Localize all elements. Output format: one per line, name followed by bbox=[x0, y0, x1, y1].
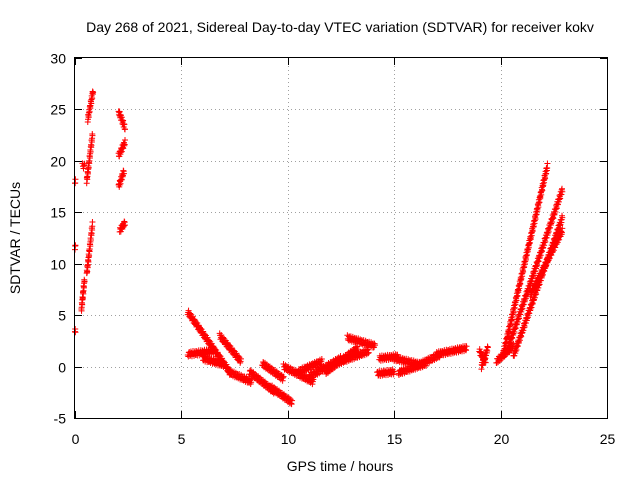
x-tick-label: 5 bbox=[178, 431, 186, 447]
data-point bbox=[81, 162, 88, 169]
data-point bbox=[559, 225, 566, 232]
track-f2 bbox=[338, 346, 372, 367]
track-h2 bbox=[433, 343, 470, 360]
track-e5 bbox=[295, 355, 325, 377]
track-c4 bbox=[116, 218, 129, 235]
y-tick-label: 30 bbox=[50, 51, 66, 67]
data-point bbox=[462, 346, 469, 353]
track-d4 bbox=[216, 330, 244, 366]
data-point bbox=[88, 230, 95, 237]
chart-title: Day 268 of 2021, Sidereal Day-to-day VTE… bbox=[86, 19, 594, 35]
data-point bbox=[84, 268, 91, 275]
data-point bbox=[220, 361, 227, 368]
y-tick-label: 20 bbox=[50, 154, 66, 170]
data-point bbox=[87, 237, 94, 244]
data-point bbox=[81, 278, 88, 285]
data-point bbox=[86, 252, 93, 259]
track-a1 bbox=[72, 326, 79, 336]
track-j2 bbox=[503, 185, 566, 355]
data-point bbox=[87, 148, 94, 155]
data-point bbox=[463, 343, 470, 350]
data-point bbox=[89, 219, 96, 226]
y-tick-label: 25 bbox=[50, 102, 66, 118]
data-point bbox=[86, 108, 93, 115]
data-point bbox=[122, 137, 129, 144]
data-point bbox=[85, 164, 92, 171]
data-point bbox=[237, 355, 244, 362]
data-point bbox=[372, 342, 379, 349]
x-axis-label: GPS time / hours bbox=[287, 458, 394, 474]
y-tick-label: 5 bbox=[58, 308, 66, 324]
data-point bbox=[120, 170, 127, 177]
track-c1 bbox=[115, 108, 129, 133]
data-point bbox=[90, 89, 97, 96]
track-a4 bbox=[78, 276, 88, 314]
data-point bbox=[88, 142, 95, 149]
track-b1 bbox=[83, 219, 96, 277]
track-b2 bbox=[83, 131, 96, 187]
y-tick-label: 0 bbox=[58, 360, 66, 376]
track-e2 bbox=[259, 359, 287, 384]
data-point bbox=[209, 345, 216, 352]
data-point bbox=[280, 373, 287, 380]
data-point bbox=[391, 368, 398, 375]
track-f3 bbox=[344, 332, 379, 351]
track-a2 bbox=[72, 242, 79, 253]
data-point bbox=[122, 222, 129, 229]
data-point bbox=[559, 214, 566, 221]
data-point bbox=[484, 344, 491, 351]
y-tick-label: 10 bbox=[50, 257, 66, 273]
data-point bbox=[89, 132, 96, 139]
y-axis-label: SDTVAR / TECUs bbox=[7, 182, 23, 294]
track-j4 bbox=[527, 225, 566, 300]
data-point bbox=[72, 329, 79, 336]
data-point bbox=[122, 126, 129, 133]
data-point bbox=[365, 349, 372, 356]
track-e3 bbox=[267, 382, 296, 408]
data-point bbox=[72, 176, 79, 183]
data-points bbox=[72, 88, 566, 408]
data-point bbox=[72, 242, 79, 249]
track-d2 bbox=[184, 345, 217, 360]
track-e1 bbox=[246, 367, 279, 397]
x-tick-label: 20 bbox=[494, 431, 510, 447]
track-j1 bbox=[499, 160, 551, 361]
track-g1 bbox=[374, 366, 398, 379]
grid-lines bbox=[75, 58, 607, 418]
data-point bbox=[390, 371, 397, 378]
axis-ticks: -5 0 5 10 15 20 25 30 0 5 10 15 20 25 bbox=[50, 51, 615, 448]
data-point bbox=[289, 397, 296, 404]
data-point bbox=[83, 180, 90, 187]
plot-border bbox=[74, 57, 608, 419]
data-point bbox=[210, 350, 217, 357]
data-point bbox=[544, 160, 551, 167]
x-tick-label: 0 bbox=[72, 431, 80, 447]
data-point bbox=[559, 188, 566, 195]
x-tick-label: 25 bbox=[600, 431, 616, 447]
x-tick-label: 15 bbox=[387, 431, 403, 447]
data-point bbox=[463, 347, 470, 354]
track-c2 bbox=[115, 137, 129, 160]
y-tick-label: -5 bbox=[54, 411, 67, 427]
track-i2 bbox=[478, 343, 491, 373]
track-b3 bbox=[84, 88, 97, 126]
data-point bbox=[318, 355, 325, 362]
track-c3 bbox=[115, 167, 127, 190]
y-tick-label: 15 bbox=[50, 205, 66, 221]
data-point bbox=[390, 368, 397, 375]
track-d5 bbox=[225, 366, 255, 388]
track-a3 bbox=[72, 176, 79, 187]
x-tick-label: 10 bbox=[281, 431, 297, 447]
track-d3 bbox=[199, 353, 227, 370]
